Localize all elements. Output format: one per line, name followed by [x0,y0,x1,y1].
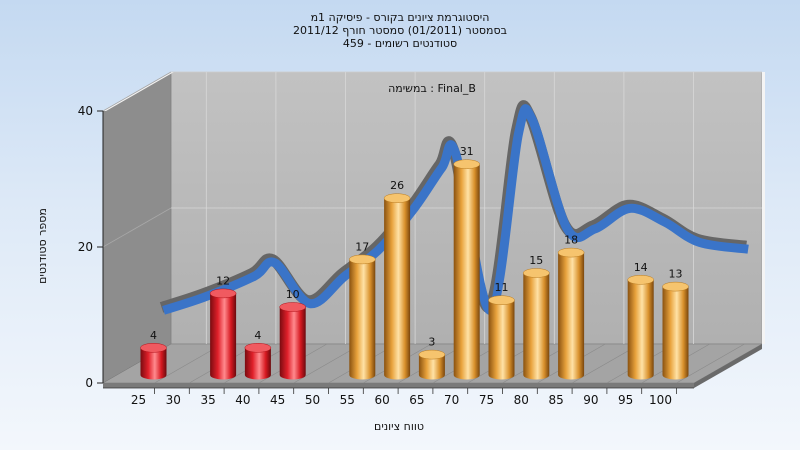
x-tick-label: 35 [200,393,215,407]
bar-top [523,268,550,278]
bar: 10 [279,288,306,380]
bar-top [453,159,480,169]
bar-top [557,247,585,258]
y-tick-label: 40 [78,104,93,118]
bar-body [488,300,515,380]
bar-value-label: 26 [390,179,404,192]
bar-top [383,193,411,203]
floor-right-edge [694,344,762,388]
x-tick-label: 50 [305,393,320,407]
bar-top [627,275,654,285]
bar-top [244,343,272,353]
floor-grid-line [676,343,745,384]
x-tick-label: 65 [409,393,424,407]
bar-body [662,286,689,380]
x-tick-label: 25 [131,393,146,407]
bar-top [418,349,446,360]
bar-value-label: 4 [254,329,261,342]
bar-top [209,288,237,299]
bar-value-label: 4 [150,329,157,342]
bar: 4 [244,329,272,380]
bar: 3 [418,336,446,380]
bar-body [210,293,237,380]
bar-value-label: 17 [355,240,369,253]
bar: 26 [383,179,411,380]
bar-value-label: 10 [286,288,300,301]
bar: 17 [349,240,376,380]
grid-line-wall [102,207,172,248]
chart-title-line-3: 459 - סטודנטים רשומים [343,37,457,50]
bar: 14 [627,261,654,380]
bar-body [627,279,654,380]
bar-body [523,273,550,380]
chart-title-line-2: בסמסטר (01/2011) סמסטר חורף 2011/12 [293,24,507,37]
x-tick-label: 30 [166,393,181,407]
task-annotation: במשימה : Final_B [388,82,476,95]
bar: 13 [662,268,689,380]
bar-value-label: 18 [564,234,578,247]
bar-value-label: 13 [669,268,683,281]
bar-value-label: 11 [495,281,509,294]
bar-body [349,259,376,380]
x-tick-label: 90 [583,393,598,407]
floor-front-edge [103,383,694,388]
bar: 11 [488,281,515,380]
y-tick-label: 20 [78,240,93,254]
bar-body [453,164,480,380]
bar-body [244,347,271,380]
bar: 31 [453,145,480,380]
x-tick-label: 100 [649,393,672,407]
bar-value-label: 14 [634,261,648,274]
bar: 4 [140,329,167,380]
x-axis-label: טווח ציונים [374,420,424,433]
bar-top [349,254,376,265]
bar-body [384,198,411,380]
bar-value-label: 12 [216,274,230,287]
bar: 12 [209,274,237,380]
x-tick-label: 45 [270,393,285,407]
bar-body [140,347,167,380]
x-tick-label: 70 [444,393,459,407]
x-tick-label: 95 [618,393,633,407]
y-tick-label: 0 [85,376,93,390]
chart-title-line-1: היסטוגרמת ציונים בקורס - פיסיקה 1מ [311,11,490,24]
bar-body [279,307,306,380]
bar: 15 [523,254,550,380]
bar-value-label: 31 [460,145,474,158]
bar-value-label: 15 [529,254,543,267]
x-tick-label: 80 [514,393,529,407]
y-axis-label: מספר סטודנטים [36,208,49,284]
grid-line-wall [102,71,172,112]
bar-top [488,295,515,305]
bar-value-label: 3 [428,336,435,349]
bar-body [418,354,445,380]
bar-top [279,302,306,312]
x-tick-label: 40 [235,393,250,407]
x-tick-label: 55 [340,393,355,407]
x-tick-label: 60 [374,393,389,407]
bar-body [558,252,585,380]
right-rim [762,72,765,344]
bar: 18 [557,234,585,380]
x-tick-label: 75 [479,393,494,407]
x-tick-label: 85 [548,393,563,407]
bar-top [140,343,167,353]
bar-top [662,281,689,292]
